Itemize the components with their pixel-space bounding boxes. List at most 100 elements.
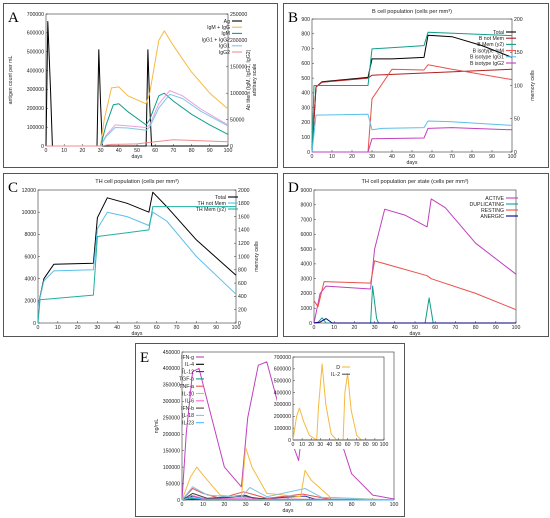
chart-c-y2-tick-label: 0 bbox=[238, 321, 241, 327]
chart-e-inset-x-tick-label: 20 bbox=[308, 442, 314, 448]
chart-d-legend-label-3: RESTING bbox=[481, 208, 504, 214]
chart-c-y2-tick-label: 1000 bbox=[238, 254, 250, 260]
chart-a-x-tick-label: 10 bbox=[61, 148, 67, 154]
chart-e-inset-y-tick-label: 400000 bbox=[274, 390, 291, 396]
chart-e-svg: E0 10 20 30 40 50 60 70 80 90 10005000010000015000… bbox=[140, 350, 399, 514]
chart-e-inset-legend-label-1: D bbox=[336, 365, 340, 371]
chart-a-x-tick-label: 0 bbox=[45, 148, 48, 154]
chart-b-y2-tick-label: 200 bbox=[514, 17, 523, 23]
chart-b-legend-label-4: B isotype IgM bbox=[473, 48, 504, 54]
chart-b-y-tick-label: 200 bbox=[301, 120, 310, 126]
chart-a-x-axis-label: days bbox=[132, 154, 143, 160]
chart-b-x-tick-label: 0 bbox=[311, 154, 314, 160]
chart-b-legend-label-3: B Mem (y2) bbox=[477, 42, 504, 48]
chart-a-legend-label-6: IgG2 bbox=[219, 50, 230, 56]
chart-b-y2-tick-label: 50 bbox=[514, 117, 520, 123]
chart-d-y-tick-label: 7000 bbox=[300, 217, 312, 223]
chart-c-x-tick-label: 70 bbox=[174, 325, 180, 331]
chart-e-legend-label-3: IL-12 bbox=[182, 369, 194, 375]
chart-e-series-line-6 bbox=[181, 446, 395, 501]
chart-e-x-tick-label: 50 bbox=[285, 502, 291, 508]
chart-e-series-line-10 bbox=[181, 496, 395, 501]
chart-d-legend-label-2: DUPLICATING bbox=[470, 202, 505, 208]
chart-c-y-tick-label: 2000 bbox=[24, 299, 36, 305]
chart-c-y-tick-label: 0 bbox=[33, 321, 36, 327]
chart-e-panel-label: E bbox=[140, 350, 149, 366]
chart-d-x-tick-label: 50 bbox=[412, 325, 418, 331]
chart-a-x-tick-label: 50 bbox=[134, 148, 140, 154]
chart-a-y-tick-label: 400000 bbox=[27, 68, 44, 74]
chart-e-inset-x-tick-label: 100 bbox=[380, 442, 389, 448]
chart-e-inset-x-tick-label: 10 bbox=[299, 442, 305, 448]
chart-e-inset-y-tick-label: 600000 bbox=[274, 367, 291, 373]
chart-b-y-tick-label: 600 bbox=[301, 61, 310, 67]
chart-e-x-tick-label: 60 bbox=[306, 502, 312, 508]
chart-e-inset-y-tick-label: 500000 bbox=[274, 379, 291, 385]
chart-c-x-tick-label: 100 bbox=[232, 325, 241, 331]
chart-d-title: TH cell population per state (cells per … bbox=[362, 179, 469, 185]
chart-e-x-tick-label: 20 bbox=[222, 502, 228, 508]
chart-a-y-axis-label: antigen count per mL bbox=[8, 56, 14, 105]
chart-c-x-tick-label: 90 bbox=[213, 325, 219, 331]
chart-d-x-tick-label: 80 bbox=[473, 325, 479, 331]
chart-e-legend-label-2: IL-4 bbox=[185, 362, 194, 368]
chart-b-panel-label: B bbox=[288, 10, 298, 26]
chart-c-y2-tick-label: 1200 bbox=[238, 241, 250, 247]
chart-a-series-line-6 bbox=[46, 139, 229, 147]
chart-b-x-tick-label: 40 bbox=[389, 154, 395, 160]
chart-b-x-tick-label: 80 bbox=[469, 154, 475, 160]
chart-e-y-tick-label: 100000 bbox=[163, 465, 180, 471]
chart-c-y2-tick-label: 2000 bbox=[238, 188, 250, 194]
chart-e-x-tick-label: 30 bbox=[243, 502, 249, 508]
chart-e-x-tick-label: 100 bbox=[390, 502, 399, 508]
chart-a-x-tick-label: 60 bbox=[152, 148, 158, 154]
chart-a-svg: A0 10 20 30 40 50 60 70 80 90 10001000002000003000… bbox=[8, 10, 258, 160]
chart-e-inset-x-tick-label: 50 bbox=[336, 442, 342, 448]
chart-c-x-axis-label: days bbox=[132, 331, 143, 336]
chart-e-inset-y-tick-label: 200000 bbox=[274, 414, 291, 420]
chart-a-y2-tick-label: 100000 bbox=[230, 91, 247, 97]
chart-e-legend-label-8: IFN-b bbox=[181, 406, 194, 412]
chart-a-legend-label-4: IgG1 + IgG2 bbox=[202, 37, 231, 43]
chart-c-x-tick-label: 30 bbox=[95, 325, 101, 331]
chart-a-y2-tick-label: 0 bbox=[230, 144, 233, 150]
chart-b-x-tick-label: 60 bbox=[429, 154, 435, 160]
chart-d-x-tick-label: 30 bbox=[372, 325, 378, 331]
chart-c-y2-axis-label: memory cells bbox=[254, 241, 260, 272]
chart-a-legend-label-3: IgM bbox=[221, 31, 230, 37]
chart-c-x-tick-label: 10 bbox=[55, 325, 61, 331]
panel-b-b-cell: B B cell population (cells per mm³) 0 10 20 3… bbox=[283, 3, 549, 168]
chart-b-x-tick-label: 20 bbox=[349, 154, 355, 160]
chart-e-inset-y-tick-label: 300000 bbox=[274, 402, 291, 408]
chart-c-y2-tick-label: 1600 bbox=[238, 214, 250, 220]
chart-b-x-tick-label: 50 bbox=[409, 154, 415, 160]
chart-d-series-line-3 bbox=[313, 260, 517, 311]
chart-a-y2-axis-label: Ab titers (IgM, IgG1, IgG2) bbox=[246, 49, 252, 110]
chart-c-y2-tick-label: 1800 bbox=[238, 201, 250, 207]
chart-e-legend-label-5: TNF-a bbox=[179, 384, 194, 390]
chart-d-y-tick-label: 9000 bbox=[300, 188, 312, 194]
chart-e-legend-label-10: IL-23 bbox=[182, 421, 194, 427]
chart-e-inset-y-tick-label: 700000 bbox=[274, 355, 291, 361]
chart-c-y2-tick-label: 800 bbox=[238, 268, 247, 274]
chart-c-series-line-1 bbox=[37, 191, 237, 307]
chart-b-y-tick-label: 500 bbox=[301, 76, 310, 82]
chart-d-legend-label-4: ANERGIC bbox=[480, 214, 504, 220]
chart-b-x-axis-label: days bbox=[407, 160, 418, 166]
chart-b-y-tick-label: 900 bbox=[301, 17, 310, 23]
chart-a-panel-label: A bbox=[8, 10, 19, 26]
chart-a-series-line-5 bbox=[46, 93, 229, 147]
chart-d-y-tick-label: 3000 bbox=[300, 276, 312, 282]
chart-d-x-tick-label: 10 bbox=[331, 325, 337, 331]
chart-a-y2-tick-label: 50000 bbox=[230, 117, 245, 123]
chart-a-x-tick-label: 90 bbox=[207, 148, 213, 154]
chart-e-y-tick-label: 250000 bbox=[163, 416, 180, 422]
chart-d-y-tick-label: 5000 bbox=[300, 247, 312, 253]
chart-c-x-tick-label: 60 bbox=[154, 325, 160, 331]
chart-a-y-tick-label: 500000 bbox=[27, 50, 44, 56]
chart-b-series-line-5 bbox=[311, 113, 513, 153]
chart-e-x-axis-label: days bbox=[283, 508, 294, 514]
chart-e-y-tick-label: 150000 bbox=[163, 448, 180, 454]
chart-d-x-axis-label: days bbox=[410, 331, 421, 336]
chart-c-title: TH cell population (cells per mm³) bbox=[95, 179, 179, 185]
